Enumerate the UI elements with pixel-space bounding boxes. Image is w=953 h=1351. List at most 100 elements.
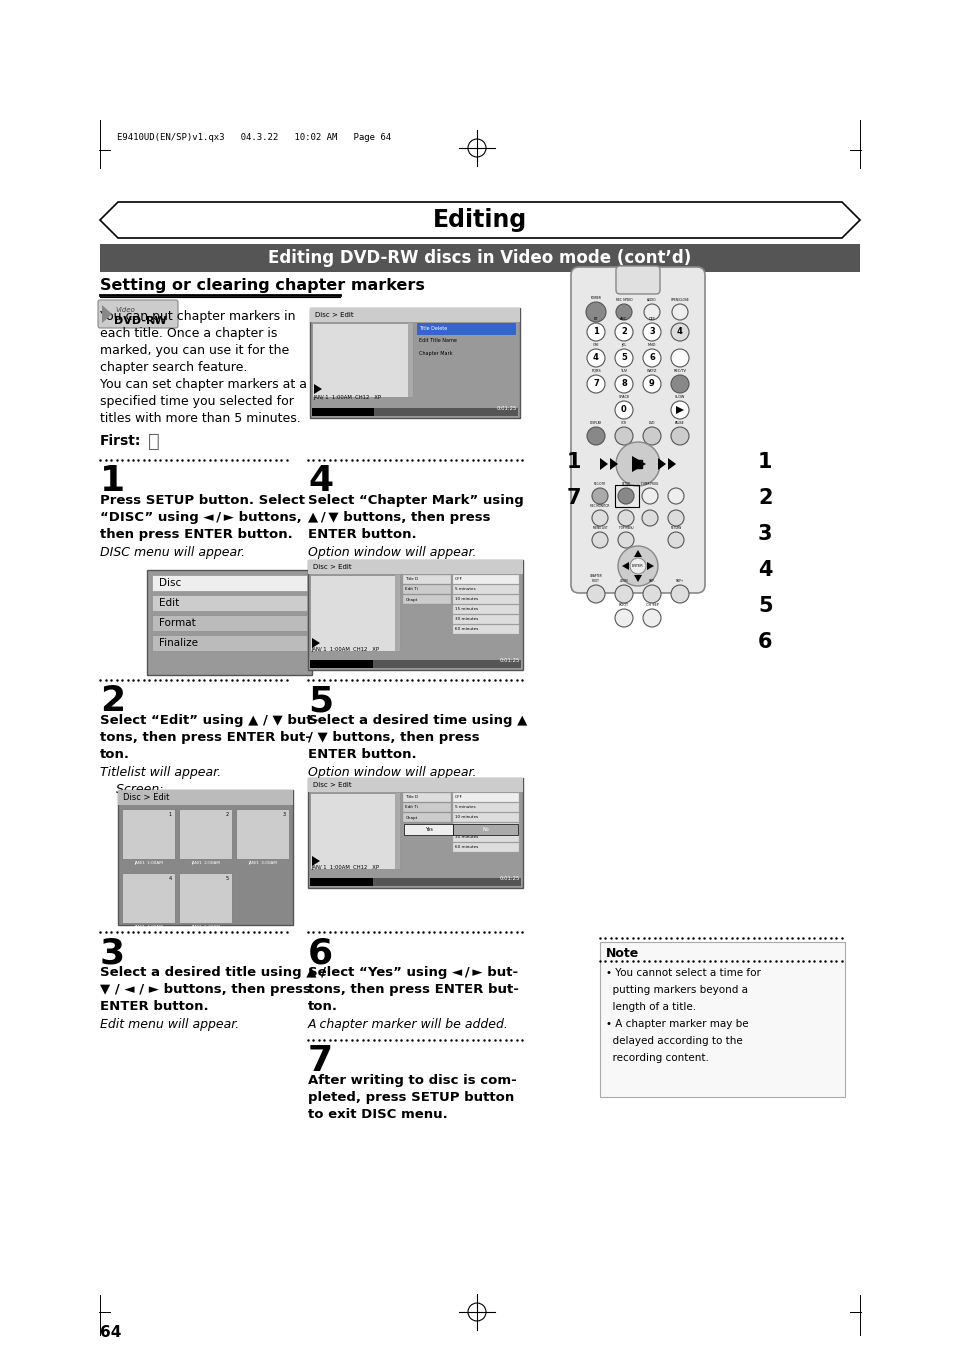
- Text: putting markers beyond a: putting markers beyond a: [605, 985, 747, 994]
- FancyBboxPatch shape: [308, 561, 522, 574]
- Text: each title. Once a chapter is: each title. Once a chapter is: [100, 327, 277, 340]
- Circle shape: [670, 376, 688, 393]
- Text: Title Delete: Title Delete: [418, 327, 447, 331]
- Circle shape: [586, 427, 604, 444]
- Text: TUV: TUV: [619, 369, 627, 373]
- Circle shape: [670, 427, 688, 444]
- Text: Disc: Disc: [159, 578, 181, 588]
- Text: titles with more than 5 minutes.: titles with more than 5 minutes.: [100, 412, 300, 426]
- Text: Edit Ti: Edit Ti: [405, 588, 417, 592]
- Text: Select a desired title using ▲ /: Select a desired title using ▲ /: [100, 966, 326, 979]
- Text: 30 minutes: 30 minutes: [455, 617, 477, 621]
- Polygon shape: [599, 458, 607, 470]
- Text: WXYZ: WXYZ: [646, 369, 657, 373]
- Text: DVD: DVD: [648, 422, 655, 426]
- Text: SKIP+: SKIP+: [676, 580, 683, 584]
- Text: Video: Video: [115, 307, 134, 313]
- FancyBboxPatch shape: [152, 635, 307, 651]
- Text: JAN/1  4:00AM: JAN/1 4:00AM: [134, 925, 163, 929]
- Text: RETURN: RETURN: [670, 526, 680, 530]
- Text: 7: 7: [308, 1044, 333, 1078]
- FancyBboxPatch shape: [403, 813, 451, 821]
- Text: 6: 6: [308, 936, 333, 970]
- Text: 1: 1: [758, 453, 772, 471]
- Text: E9410UD(EN/SP)v1.qx3   04.3.22   10:02 AM   Page 64: E9410UD(EN/SP)v1.qx3 04.3.22 10:02 AM Pa…: [117, 132, 391, 142]
- Text: 2: 2: [226, 812, 229, 817]
- Text: Select a desired time using ▲: Select a desired time using ▲: [308, 713, 527, 727]
- Circle shape: [618, 509, 634, 526]
- Text: 3: 3: [283, 812, 286, 817]
- FancyBboxPatch shape: [634, 459, 641, 467]
- Text: Format: Format: [159, 617, 195, 628]
- Text: Option window will appear.: Option window will appear.: [308, 766, 476, 780]
- Text: ton.: ton.: [308, 1000, 337, 1013]
- Text: 5: 5: [620, 354, 626, 362]
- Text: GHI: GHI: [592, 343, 598, 347]
- Text: BT.: BT.: [593, 317, 598, 322]
- FancyBboxPatch shape: [122, 873, 174, 923]
- Circle shape: [641, 488, 658, 504]
- Text: 2: 2: [100, 684, 125, 717]
- Text: recording content.: recording content.: [605, 1052, 708, 1063]
- FancyBboxPatch shape: [100, 245, 859, 272]
- FancyBboxPatch shape: [122, 809, 174, 859]
- Text: Disc > Edit: Disc > Edit: [123, 793, 170, 802]
- Text: • You cannot select a time for: • You cannot select a time for: [605, 969, 760, 978]
- Polygon shape: [646, 562, 654, 570]
- FancyBboxPatch shape: [310, 661, 373, 667]
- FancyBboxPatch shape: [453, 585, 518, 594]
- Text: MENU LIST: MENU LIST: [592, 526, 607, 530]
- Polygon shape: [609, 458, 618, 470]
- Text: Chapt: Chapt: [405, 816, 417, 820]
- Text: CH SEP: CH SEP: [645, 603, 658, 607]
- FancyBboxPatch shape: [403, 594, 451, 604]
- FancyBboxPatch shape: [395, 576, 400, 651]
- Text: JKL: JKL: [620, 343, 626, 347]
- Text: You can put chapter markers in: You can put chapter markers in: [100, 309, 295, 323]
- Circle shape: [641, 509, 658, 526]
- Text: / ▼ buttons, then press: / ▼ buttons, then press: [308, 731, 479, 744]
- Circle shape: [618, 488, 634, 504]
- Text: Press SETUP button. Select: Press SETUP button. Select: [100, 494, 305, 507]
- FancyBboxPatch shape: [395, 793, 400, 869]
- Text: 1: 1: [566, 453, 581, 471]
- Text: to exit DISC menu.: to exit DISC menu.: [308, 1108, 447, 1121]
- Text: SPACE: SPACE: [618, 394, 629, 399]
- Text: ENTER: ENTER: [632, 563, 643, 567]
- Circle shape: [585, 303, 605, 322]
- Circle shape: [586, 376, 604, 393]
- Text: JAN/1  2:00AM: JAN/1 2:00AM: [191, 861, 220, 865]
- Text: Disc > Edit: Disc > Edit: [314, 312, 354, 317]
- Circle shape: [670, 401, 688, 419]
- Text: Option window will appear.: Option window will appear.: [308, 546, 476, 559]
- Text: ▼ / ◄ / ► buttons, then press: ▼ / ◄ / ► buttons, then press: [100, 984, 311, 996]
- Text: A chapter marker will be added.: A chapter marker will be added.: [308, 1019, 508, 1031]
- Text: Yes: Yes: [424, 827, 432, 832]
- Text: AUDIO: AUDIO: [646, 299, 656, 303]
- Text: 3: 3: [758, 524, 772, 544]
- Polygon shape: [314, 384, 322, 394]
- FancyBboxPatch shape: [118, 790, 293, 925]
- Text: 30 minutes: 30 minutes: [455, 835, 477, 839]
- Text: 3: 3: [100, 936, 125, 970]
- Circle shape: [670, 323, 688, 340]
- Text: REC SPEED: REC SPEED: [615, 299, 632, 303]
- Circle shape: [615, 585, 633, 603]
- Text: 5 minutes: 5 minutes: [455, 588, 475, 592]
- Circle shape: [615, 323, 633, 340]
- Text: 10 minutes: 10 minutes: [455, 597, 477, 601]
- Text: POWER: POWER: [590, 296, 600, 300]
- Text: 60 minutes: 60 minutes: [455, 846, 477, 850]
- Text: OPEN/CLOSE: OPEN/CLOSE: [670, 299, 689, 303]
- Text: 5: 5: [758, 596, 772, 616]
- Circle shape: [667, 532, 683, 549]
- Circle shape: [618, 532, 634, 549]
- Text: ENTER button.: ENTER button.: [100, 1000, 209, 1013]
- Text: Edit: Edit: [159, 598, 179, 608]
- Text: DEF: DEF: [648, 317, 655, 322]
- Text: Setting or clearing chapter markers: Setting or clearing chapter markers: [100, 278, 424, 293]
- Text: ABC: ABC: [619, 317, 627, 322]
- Text: 3: 3: [648, 327, 654, 336]
- Text: JAN/1  5:00AM: JAN/1 5:00AM: [191, 925, 220, 929]
- FancyBboxPatch shape: [403, 585, 451, 594]
